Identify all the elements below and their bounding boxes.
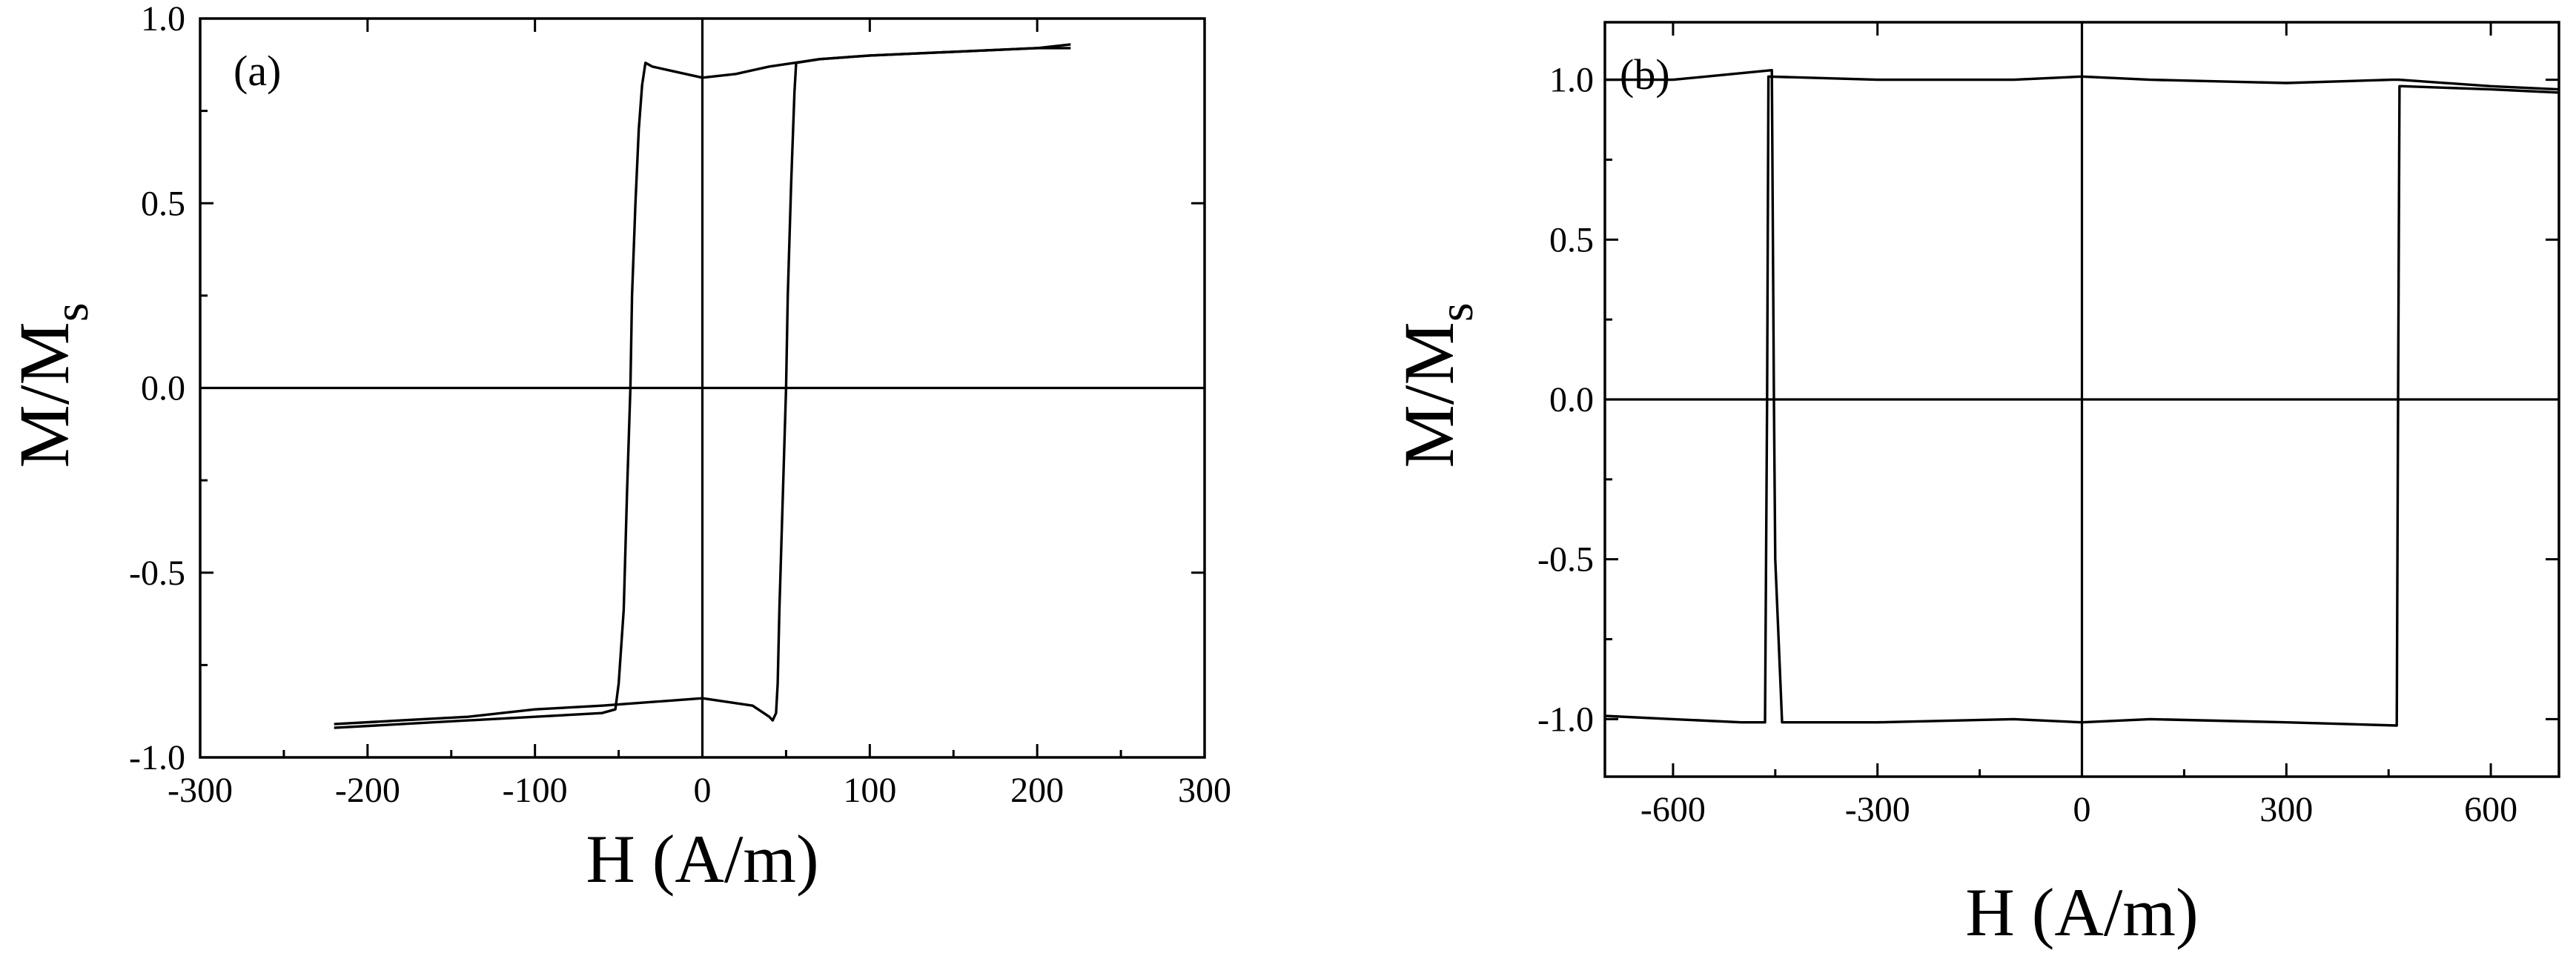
hysteresis-branch-1: [1604, 75, 2560, 724]
y-axis-title-main: M/M: [4, 322, 84, 468]
x-tick-label: -600: [1640, 790, 1706, 829]
x-axis-title: H (A/m): [1965, 874, 2198, 950]
panel-a-chart: -300 -200 -100 0 100 200 300 -1.0 -0.5 0.0 0.5 1.0 (…: [4, 0, 1231, 897]
y-axis-title-subscript: s: [1429, 302, 1483, 322]
y-tick-label: -1.0: [129, 738, 185, 777]
x-tick-label: 0: [2073, 790, 2091, 829]
x-tick-label: 600: [2464, 790, 2517, 829]
y-tick-label: 0.5: [141, 184, 185, 223]
y-axis-title: M/Ms: [1389, 302, 1483, 468]
x-tick-label: -300: [168, 771, 233, 810]
hysteresis-branch-2: [334, 43, 1071, 726]
x-axis-title: H (A/m): [586, 821, 818, 897]
panel-b-chart: -600 -300 0 300 600 -1.0 -0.5 0.0 0.5 1.0 (b) H (A/…: [1389, 21, 2560, 950]
x-tick-label: 200: [1010, 771, 1064, 810]
panel-label: (a): [234, 47, 281, 95]
x-tick-label: -200: [335, 771, 400, 810]
y-axis-title: M/Ms: [4, 302, 99, 468]
y-tick-label: -0.5: [129, 554, 185, 593]
x-tick-label: 300: [2259, 790, 2313, 829]
y-tick-label: 0.5: [1549, 220, 1594, 259]
y-axis-title-subscript: s: [44, 302, 99, 322]
x-tick-label: 300: [1178, 771, 1231, 810]
x-tick-label: 100: [843, 771, 896, 810]
x-tick-label: -100: [503, 771, 568, 810]
y-tick-label: -1.0: [1537, 700, 1594, 739]
y-tick-label: 1.0: [1549, 61, 1594, 100]
y-tick-label: 0.0: [141, 369, 185, 408]
x-tick-label: 0: [694, 771, 712, 810]
y-tick-label: 0.0: [1549, 380, 1594, 419]
y-tick-label: 1.0: [141, 0, 185, 39]
hysteresis-branch-2: [1605, 68, 2560, 727]
y-tick-label: -0.5: [1537, 540, 1594, 580]
y-axis-title-main: M/M: [1389, 322, 1469, 468]
x-tick-label: -300: [1845, 790, 1910, 829]
panel-label: (b): [1620, 50, 1670, 99]
